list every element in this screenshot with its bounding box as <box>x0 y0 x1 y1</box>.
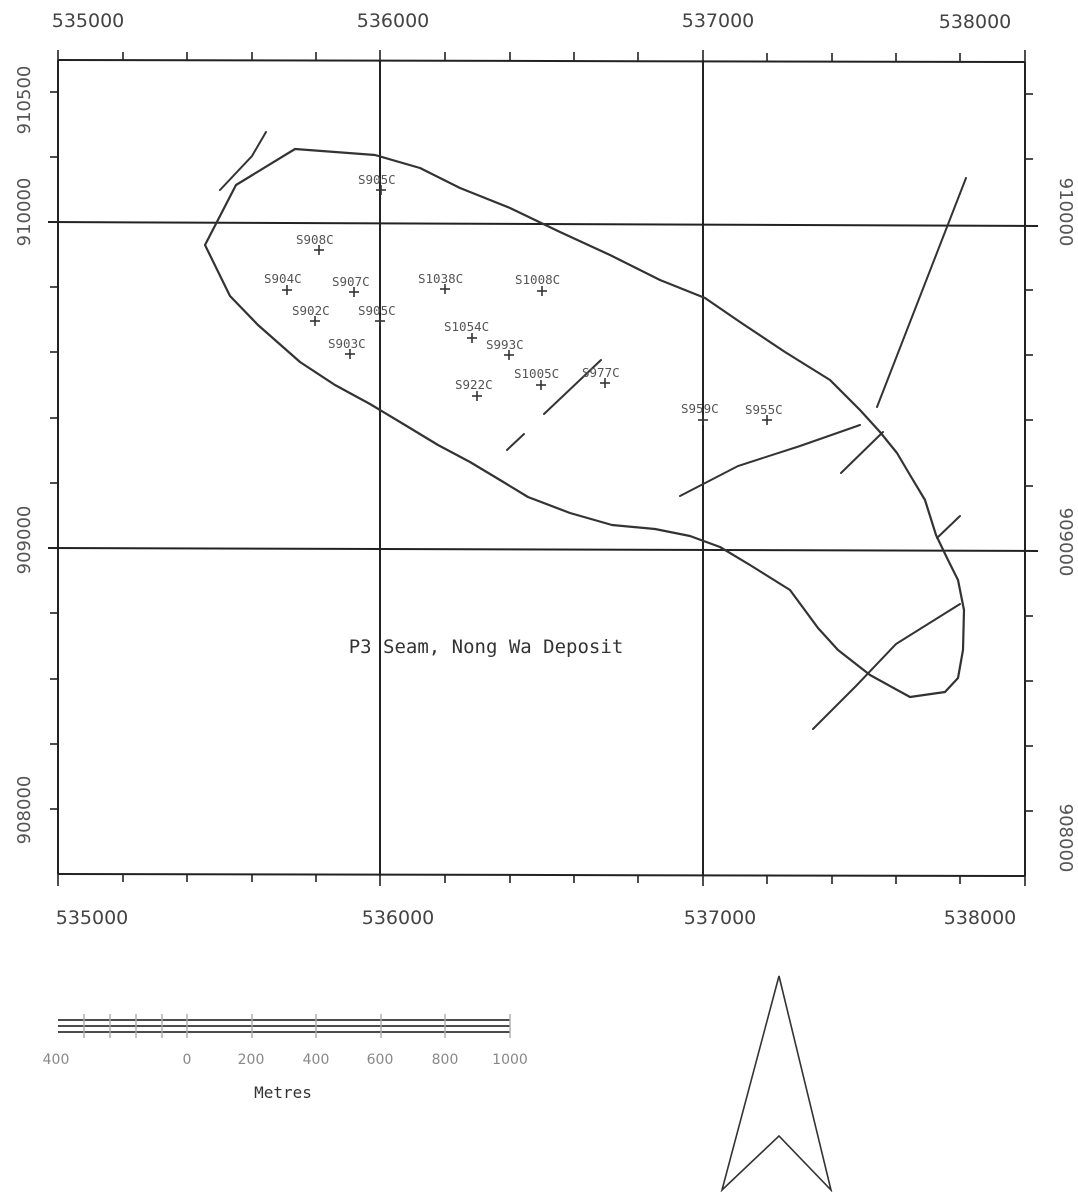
fault-line <box>506 433 525 451</box>
easting-label-bottom-537000: 537000 <box>684 907 757 929</box>
borehole-labels: S905C S908C S904C S907C S1038C S1008C S9… <box>264 172 783 417</box>
northing-label-left-910500: 910500 <box>14 66 35 135</box>
borehole-marker-S1005C <box>536 380 546 390</box>
borehole-marker-S955C <box>762 415 772 425</box>
borehole-marker-S993C <box>504 350 514 360</box>
borehole-marker-S922C <box>472 391 482 401</box>
fault-line <box>876 177 967 408</box>
fault-line <box>936 515 961 539</box>
borehole-label-S922C: S922C <box>455 377 493 392</box>
northing-label-right-910000: 910000 <box>1055 178 1076 247</box>
map-frame <box>57 59 1026 877</box>
scale-label: 800 <box>432 1052 459 1068</box>
grid-line-n909000 <box>47 547 1039 552</box>
scale-label: 400 <box>303 1052 330 1068</box>
borehole-label-S905C-north: S905C <box>358 172 396 187</box>
borehole-label-S903C: S903C <box>328 336 366 351</box>
scale-label: 200 <box>238 1052 265 1068</box>
easting-label-top-536000: 536000 <box>357 10 430 32</box>
easting-label-top-535000: 535000 <box>52 10 125 32</box>
easting-label-bottom-536000: 536000 <box>362 907 435 929</box>
borehole-label-S902C: S902C <box>292 303 330 318</box>
borehole-marker-S977C <box>600 378 610 388</box>
seam-boundary-outline <box>203 147 966 699</box>
easting-label-top-537000: 537000 <box>682 10 755 32</box>
borehole-markers <box>282 185 772 425</box>
borehole-marker-S905C-north <box>376 185 386 195</box>
borehole-label-S907C: S907C <box>332 274 370 289</box>
north-arrow-icon <box>720 975 833 1192</box>
fault-line <box>679 424 861 497</box>
borehole-label-S1038C: S1038C <box>418 271 463 286</box>
easting-label-bottom-535000: 535000 <box>56 907 129 929</box>
fault-lines <box>219 131 967 730</box>
borehole-label-S908C: S908C <box>296 232 334 247</box>
borehole-label-S977C: S977C <box>582 365 620 380</box>
borehole-marker-S908C <box>314 245 324 255</box>
scale-label: 0 <box>183 1052 192 1068</box>
borehole-marker-S904C <box>282 285 292 295</box>
map-title: P3 Seam, Nong Wa Deposit <box>349 636 624 658</box>
borehole-label-S905C: S905C <box>358 303 396 318</box>
fault-line <box>840 431 884 474</box>
borehole-label-S993C: S993C <box>486 337 524 352</box>
frame-ticks <box>50 50 1033 886</box>
coordinate-grid <box>47 60 1039 876</box>
northing-label-left-909000: 909000 <box>14 506 35 575</box>
borehole-marker-S902C <box>310 316 320 326</box>
borehole-label-S904C: S904C <box>264 271 302 286</box>
scale-label: 400 <box>43 1052 70 1068</box>
borehole-marker-S907C <box>349 287 359 297</box>
northing-label-left-908000: 908000 <box>14 776 35 845</box>
northing-label-left-910000: 910000 <box>14 178 35 247</box>
borehole-label-S1008C: S1008C <box>515 272 560 287</box>
borehole-marker-S959C <box>698 415 708 425</box>
scale-unit-label: Metres <box>254 1083 312 1102</box>
borehole-label-S955C: S955C <box>745 402 783 417</box>
scale-label: 600 <box>367 1052 394 1068</box>
borehole-marker-S1054C <box>467 333 477 343</box>
fault-line <box>219 131 267 191</box>
borehole-marker-S1008C <box>537 286 547 296</box>
easting-label-top-538000: 538000 <box>939 11 1012 33</box>
borehole-label-S1054C: S1054C <box>444 319 489 334</box>
fault-line <box>812 603 961 730</box>
borehole-marker-S905C <box>375 316 385 326</box>
borehole-label-S1005C: S1005C <box>514 366 559 381</box>
northing-label-right-909000: 909000 <box>1055 508 1076 577</box>
scale-bar: 400 0 200 400 600 800 1000 Metres <box>43 1014 528 1102</box>
scale-label: 1000 <box>492 1052 528 1068</box>
borehole-marker-S1038C <box>440 284 450 294</box>
fault-line <box>543 359 602 415</box>
borehole-label-S959C: S959C <box>681 401 719 416</box>
easting-label-bottom-538000: 538000 <box>944 907 1017 929</box>
borehole-marker-S903C <box>345 349 355 359</box>
northing-label-right-908000: 908000 <box>1055 804 1076 873</box>
